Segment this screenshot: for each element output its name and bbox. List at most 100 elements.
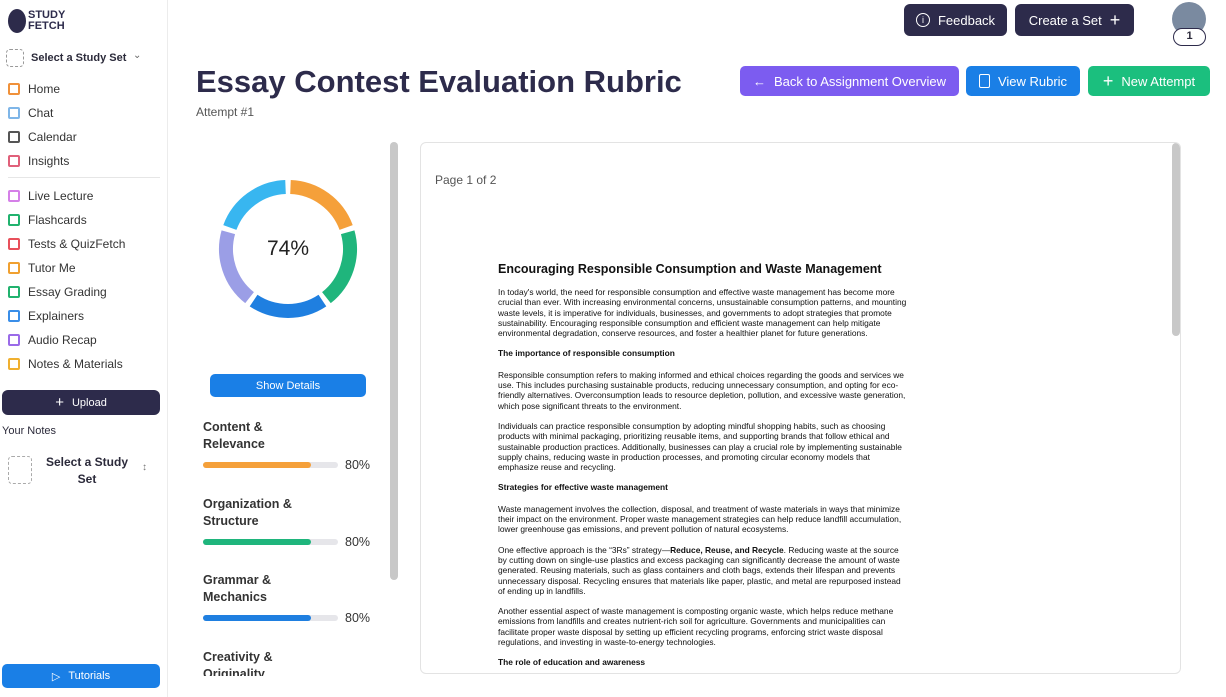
score-track bbox=[203, 538, 338, 545]
donut-segment bbox=[219, 230, 255, 304]
study-set-select[interactable]: Select a Study Set bbox=[31, 52, 127, 64]
donut-segment bbox=[321, 230, 357, 304]
criterion-name: Creativity & Originality bbox=[203, 649, 273, 677]
nav-icon bbox=[8, 190, 20, 202]
notes-select[interactable]: Select a Study Set bbox=[45, 455, 129, 486]
nav-item[interactable]: Explainers bbox=[8, 307, 84, 325]
logo: STUDY FETCH bbox=[28, 10, 65, 32]
feedback-button[interactable]: i Feedback bbox=[904, 4, 1007, 36]
doc-paragraph: Waste management involves the collection… bbox=[498, 503, 902, 535]
nav-item[interactable]: Tutor Me bbox=[8, 259, 76, 277]
doc-subheading: The importance of responsible consumptio… bbox=[498, 348, 675, 359]
nav-label: Calendar bbox=[28, 130, 77, 144]
attempt: Attempt #1 bbox=[196, 105, 255, 119]
score-track bbox=[203, 462, 338, 468]
doc-scrollbar bbox=[1172, 143, 1180, 336]
doc-paragraph: Individuals can practice responsible con… bbox=[498, 420, 902, 473]
nav-label: Essay Grading bbox=[28, 285, 107, 299]
sidebar: STUDY FETCH Select a Study Set ⌄ Home Chat… bbox=[0, 0, 168, 697]
nav-icon bbox=[8, 334, 20, 346]
nav-item[interactable]: Audio Recap bbox=[8, 331, 97, 349]
nav-label: Tutor Me bbox=[28, 261, 76, 275]
nav-item[interactable]: Calendar bbox=[8, 128, 77, 146]
doc-subheading: Strategies for effective waste managemen… bbox=[498, 482, 668, 493]
nav-icon bbox=[8, 131, 20, 143]
nav-label: Home bbox=[28, 82, 61, 96]
doc-paragraph: One effective approach is the “3Rs” stra… bbox=[498, 545, 908, 596]
doc-run: One effective approach is the “3Rs” stra… bbox=[498, 544, 671, 555]
logo-text: FETCH bbox=[28, 20, 65, 32]
criterion-score: 80% bbox=[345, 611, 371, 625]
nav-label: Notes & Materials bbox=[28, 357, 123, 371]
document-panel: Page 1 of 2 Encouraging Responsible Cons… bbox=[420, 142, 1181, 674]
create-set-label: Create a Set bbox=[1028, 12, 1102, 28]
show-details-button[interactable]: Show Details bbox=[210, 374, 366, 397]
tutorials-button[interactable]: ▷ Tutorials bbox=[2, 664, 160, 688]
criterion-name: Content & Relevance bbox=[203, 420, 265, 451]
logo-text: STUDY bbox=[28, 9, 66, 21]
nav-item[interactable]: Insights bbox=[8, 152, 69, 170]
donut bbox=[219, 180, 357, 318]
doc-subheading: The role of education and awareness bbox=[498, 657, 646, 668]
doc-paragraph: In today's world, the need for responsib… bbox=[498, 287, 907, 339]
tutorials-label: Tutorials bbox=[68, 670, 111, 682]
divider bbox=[8, 177, 160, 178]
score-bar bbox=[203, 462, 311, 468]
nav-icon bbox=[8, 107, 20, 119]
upload-button[interactable]: + Upload bbox=[2, 390, 160, 415]
nav-item[interactable]: Essay Grading bbox=[8, 283, 107, 301]
nav-item[interactable]: Flashcards bbox=[8, 211, 87, 229]
nav-icon bbox=[8, 286, 20, 298]
donut-segment bbox=[289, 180, 353, 231]
nav-item[interactable]: Tests & QuizFetch bbox=[8, 235, 125, 253]
notes-icon bbox=[8, 456, 32, 484]
back-label: Back to Assignment Overview bbox=[774, 73, 946, 89]
nav-label: Audio Recap bbox=[28, 333, 97, 347]
nav-item[interactable]: Chat bbox=[8, 104, 53, 122]
upload-label: Upload bbox=[71, 396, 107, 409]
doc-paragraph: Responsible consumption refers to making… bbox=[498, 369, 906, 411]
new-attempt-label: New Attempt bbox=[1121, 73, 1196, 89]
nav-icon bbox=[8, 262, 20, 274]
donut-segment bbox=[249, 294, 327, 318]
nav-label: Tests & QuizFetch bbox=[28, 237, 126, 251]
logo-icon bbox=[8, 9, 26, 33]
nav-label: Explainers bbox=[28, 309, 85, 323]
nav-item[interactable]: Notes & Materials bbox=[8, 355, 123, 373]
create-set-button[interactable]: Create a Set + bbox=[1015, 4, 1134, 36]
nav-label: Chat bbox=[28, 106, 54, 120]
criterion-name: Grammar & Mechanics bbox=[203, 573, 272, 604]
feedback-label: Feedback bbox=[937, 12, 996, 28]
doc-run: . Reducing waste at the source by cuttin… bbox=[498, 544, 901, 596]
set-icon bbox=[6, 49, 24, 67]
doc-run: Reduce, Reuse, and Recycle bbox=[670, 544, 784, 555]
nav-icon bbox=[8, 83, 20, 95]
nav-item[interactable]: Live Lecture bbox=[8, 187, 93, 205]
nav-icon bbox=[8, 238, 20, 250]
page-indicator: Page 1 of 2 bbox=[435, 173, 497, 187]
chevron: ⌄ bbox=[133, 50, 142, 61]
new-attempt-button[interactable]: + New Attempt bbox=[1088, 66, 1210, 96]
nav-icon bbox=[8, 310, 20, 322]
scrollbar bbox=[390, 142, 398, 580]
criterion-score: 80% bbox=[345, 534, 371, 549]
criterion-score: 80% bbox=[345, 458, 371, 472]
document: Encouraging Responsible Consumption and … bbox=[498, 261, 908, 673]
view-rubric-button[interactable]: View Rubric bbox=[966, 66, 1080, 96]
score-panel: 74% Show Details Content & Relevance 80% O… bbox=[180, 140, 385, 676]
score-bar bbox=[203, 615, 311, 621]
doc-paragraph: Another essential aspect of waste manage… bbox=[498, 606, 894, 648]
badge: 1 bbox=[1173, 28, 1206, 46]
nav-icon bbox=[8, 358, 20, 370]
score-bar bbox=[203, 538, 311, 545]
doc-heading: Encouraging Responsible Consumption and … bbox=[498, 262, 882, 276]
nav-label: Flashcards bbox=[28, 213, 87, 227]
nav-icon bbox=[8, 155, 20, 167]
nav-icon bbox=[8, 214, 20, 226]
donut-segment bbox=[223, 180, 287, 231]
back-button[interactable]: ← Back to Assignment Overview bbox=[740, 66, 959, 96]
updown: ↕ bbox=[142, 462, 147, 473]
nav-label: Insights bbox=[28, 154, 70, 168]
nav-item[interactable]: Home bbox=[8, 80, 60, 98]
